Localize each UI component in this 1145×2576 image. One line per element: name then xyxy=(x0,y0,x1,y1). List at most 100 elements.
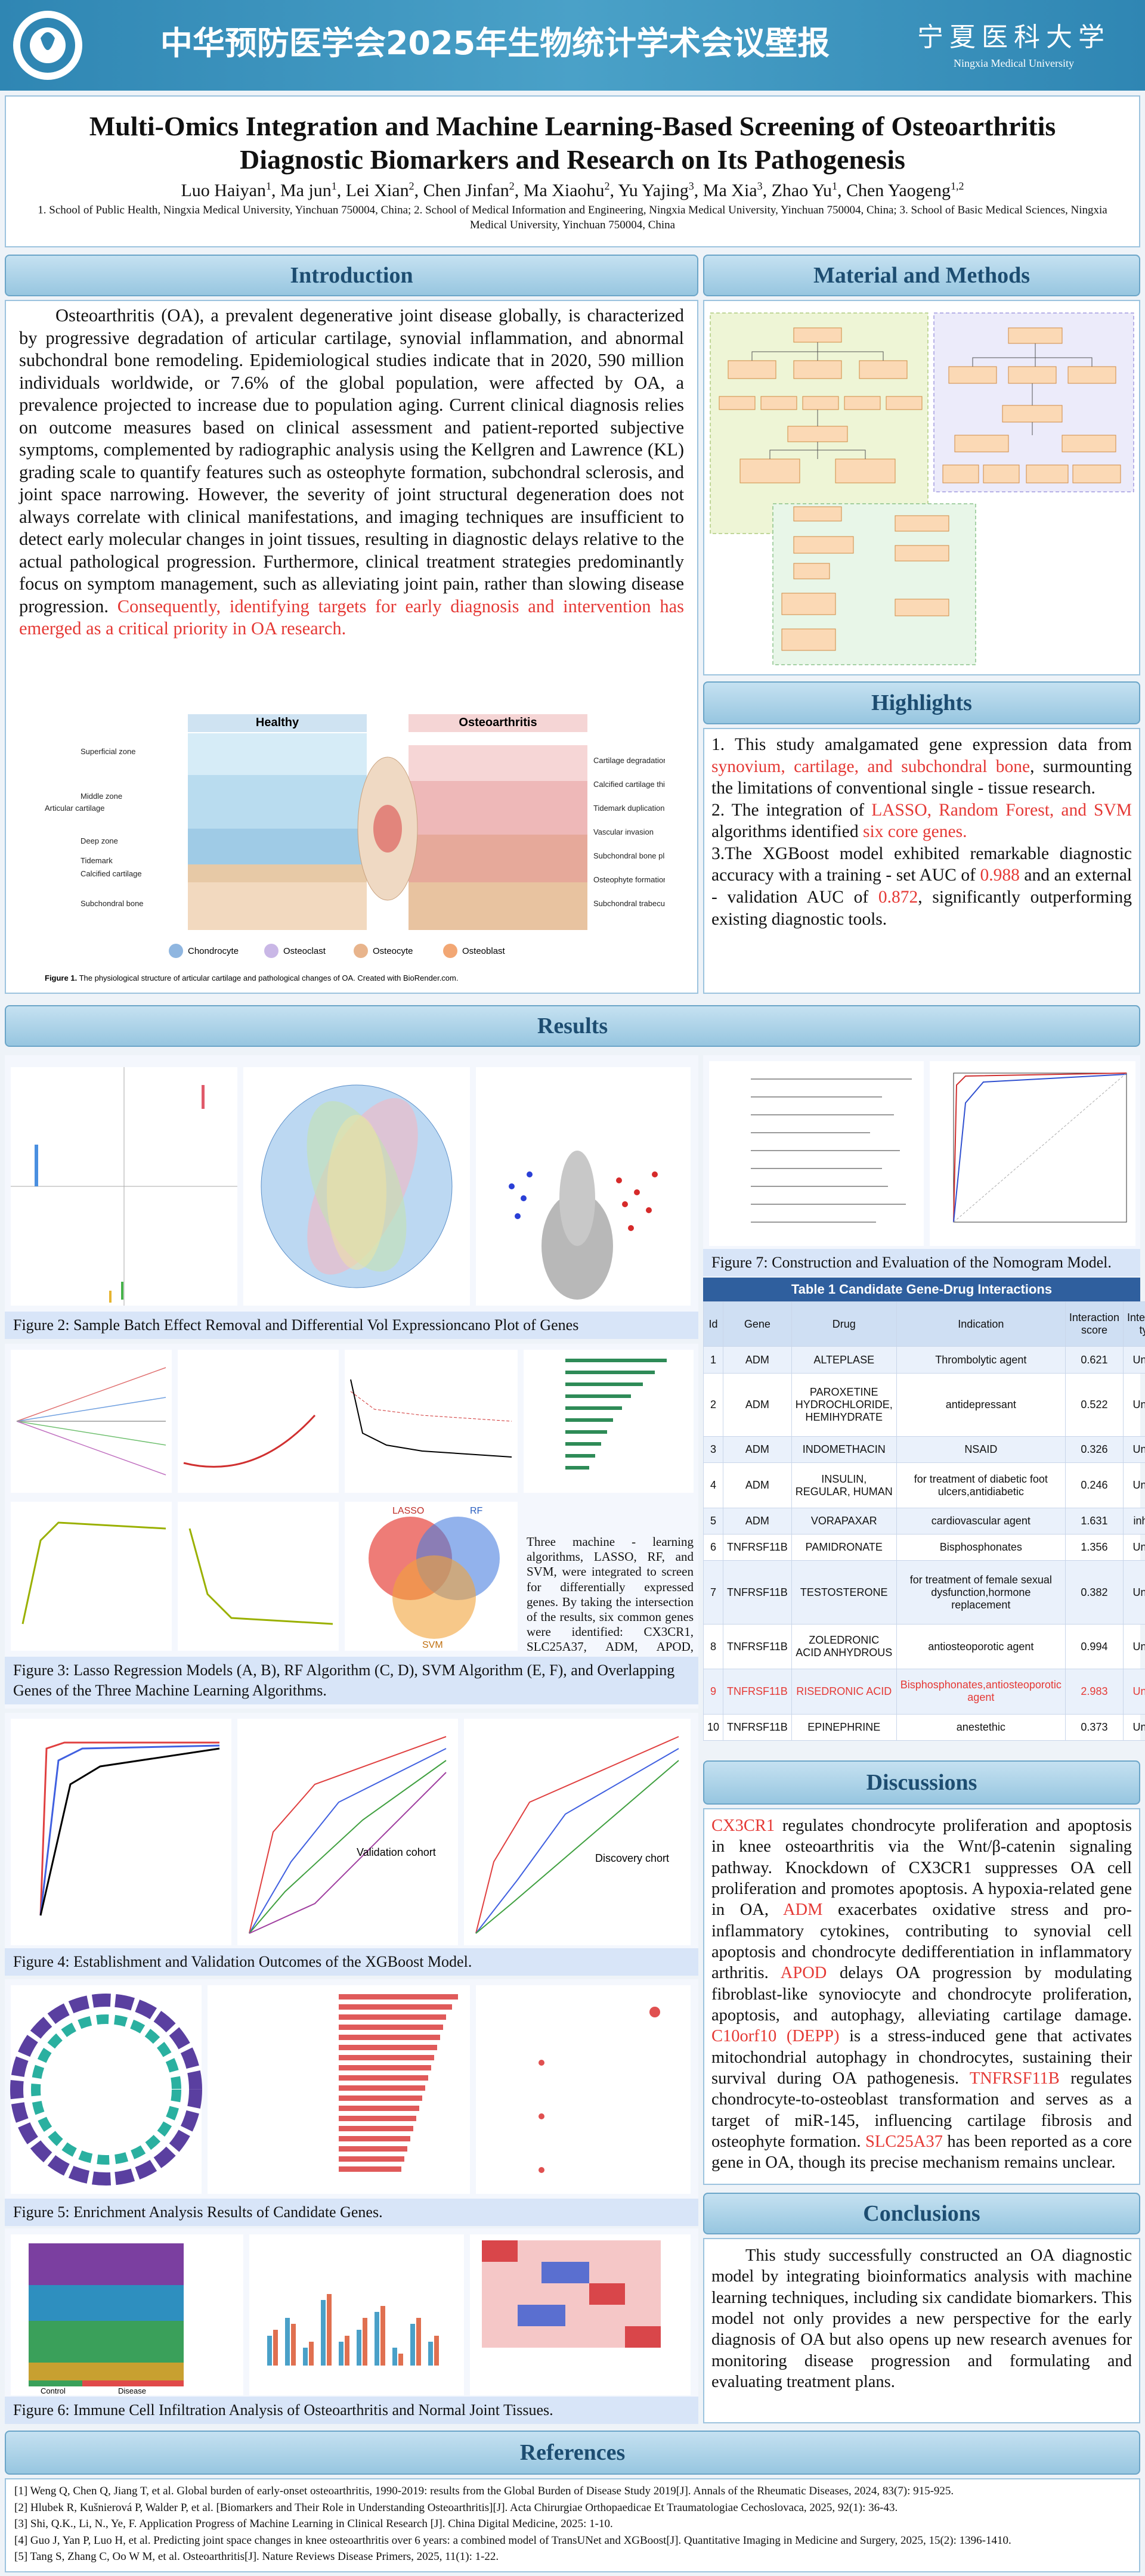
highlight-item: 1. This study amalgamated gene expressio… xyxy=(711,734,1132,799)
text-run: regulates chondrocyte-to-osteoblast tran… xyxy=(711,2069,1132,2151)
emphasis-text: ADM xyxy=(782,1901,823,1920)
emphasis-text: APOD xyxy=(780,1964,827,1983)
affiliations: 1. School of Public Health, Ningxia Medi… xyxy=(38,204,1107,231)
column-header: Drug xyxy=(791,1301,897,1347)
section-heading: Discussions xyxy=(703,1760,1140,1805)
text-run: delays OA progression by modulating fibr… xyxy=(711,1964,1132,2025)
author-affiliation: 3 xyxy=(688,180,694,193)
section-heading: Results xyxy=(5,1005,1140,1047)
table-cell: 0.621 xyxy=(1064,1346,1124,1374)
table-cell: Unknow xyxy=(1122,1669,1145,1715)
table-cell: PAROXETINE HYDROCHLORIDE, HEMIHYDRATE xyxy=(791,1372,897,1437)
table-cell: Unknow xyxy=(1122,1462,1145,1508)
table-row: 9 TNFRSF11B RISEDRONIC ACID Bisphosphonates… xyxy=(703,1669,1145,1715)
table-cell: 1.356 xyxy=(1064,1534,1124,1561)
figure-caption: Figure 7: Construction and Evaluation of… xyxy=(703,1249,1140,1276)
table-cell: ALTEPLASE xyxy=(791,1346,897,1374)
fig-label: Osteophyte formation xyxy=(593,875,665,884)
table-cell: INSULIN, REGULAR, HUMAN xyxy=(791,1462,897,1508)
table-cell: Unknow xyxy=(1122,1436,1145,1464)
author-affiliation: 1 xyxy=(831,180,837,193)
section-heading: Introduction xyxy=(5,255,698,296)
column-header: Indication xyxy=(896,1301,1066,1347)
fig-label: Middle zone xyxy=(81,792,122,801)
table-cell: 8 xyxy=(703,1623,724,1670)
figure-5: Figure 5: Enrichment Analysis Results of… xyxy=(5,1979,698,2226)
figure-4: Validation cohort Discovery chort Figure… xyxy=(5,1713,698,1976)
methods-panel xyxy=(703,300,1140,675)
section-heading: Conclusions xyxy=(703,2193,1140,2234)
table-cell: antiosteoporotic agent xyxy=(896,1623,1066,1670)
table-cell: Unknow xyxy=(1122,1534,1145,1561)
reference: [2] Hlubek R, Kušnierová P, Walder P, et… xyxy=(14,2501,898,2514)
table-cell: Unknow xyxy=(1122,1623,1145,1670)
intro-paragraph: Osteoarthritis (OA), a prevalent degener… xyxy=(6,301,697,644)
table-cell: EPINEPHRINE xyxy=(791,1713,897,1741)
table: Id Gene Drug Indication Interaction score Int… xyxy=(703,1301,1145,1741)
emphasis-text: LASSO, Random Forest, and SVM xyxy=(871,800,1132,820)
table-row: 5 ADM VORAPAXAR cardiovascular agent 1.631 in… xyxy=(703,1507,1145,1535)
figure-note: Three machine - learning algorithms, LAS… xyxy=(527,1535,694,1669)
discussion-paragraph: CX3CR1 regulates chondrocyte proliferati… xyxy=(703,1808,1140,2185)
table-cell: 0.326 xyxy=(1064,1436,1124,1464)
author: Lei Xian2, xyxy=(345,180,423,201)
author: Chen Yaogeng1,2 xyxy=(846,180,964,201)
table-cell: antidepressant xyxy=(896,1372,1066,1437)
fig-label: Tidemark duplication xyxy=(593,804,664,813)
table-cell: 0.373 xyxy=(1064,1713,1124,1741)
table-cell: 2.983 xyxy=(1064,1669,1124,1715)
table-cell: TNFRSF11B xyxy=(723,1669,792,1715)
venn-label: RF xyxy=(470,1506,483,1516)
legend-label: Chondrocyte xyxy=(188,946,239,956)
table-row: 8 TNFRSF11B ZOLEDRONIC ACID ANHYDROUS antio… xyxy=(703,1623,1145,1670)
author-affiliation: 1 xyxy=(265,180,271,193)
emphasis-text: C10orf10 (DEPP) xyxy=(711,2027,840,2046)
university-en: Ningxia Medical University xyxy=(954,57,1074,69)
fig-label: Articular cartilage xyxy=(45,804,104,813)
table-cell: 6 xyxy=(703,1534,724,1561)
table-cell: for treatment of female sexual dysfuncti… xyxy=(896,1560,1066,1625)
table-cell: INDOMETHACIN xyxy=(791,1436,897,1464)
table-cell: Bisphosphonates,antiosteoporotic agent xyxy=(896,1669,1066,1715)
fig-label: Healthy xyxy=(256,716,299,729)
author-affiliation: 2 xyxy=(409,180,414,193)
table-cell: 1.631 xyxy=(1064,1507,1124,1535)
emphasis-text: synovium, cartilage, and subchondral bon… xyxy=(711,757,1030,776)
text-run: algorithms identified xyxy=(711,822,863,842)
author-name: Ma Xiaohu xyxy=(523,181,605,201)
caption-text: The physiological structure of articular… xyxy=(79,974,459,982)
figure-caption: Figure 3: Lasso Regression Models (A, B)… xyxy=(5,1657,698,1704)
header-bar: 中华预防医学会2025年生物统计学术会议壁报 宁夏医科大学 Ningxia Me… xyxy=(0,0,1145,91)
text-run: 2. The integration of xyxy=(711,800,872,820)
figure-caption: Figure 4: Establishment and Validation O… xyxy=(5,1948,698,1976)
author-name: Chen Yaogeng xyxy=(846,181,951,201)
author: Ma Xiaohu2, xyxy=(523,180,618,201)
table-title: Table 1 Candidate Gene-Drug Interactions xyxy=(703,1278,1140,1301)
figure-7-graphic xyxy=(709,1061,1135,1246)
figure-caption: Figure 5: Enrichment Analysis Results of… xyxy=(5,2199,698,2226)
column-header: Id xyxy=(703,1301,724,1347)
figure-7: Figure 7: Construction and Evaluation of… xyxy=(703,1055,1140,1276)
legend-label: Osteoblast xyxy=(462,946,506,956)
text-run: exacerbates oxidative stress and pro-inf… xyxy=(711,1901,1132,1983)
table-row: 7 TNFRSF11B TESTOSTERONE for treatment of f… xyxy=(703,1560,1145,1625)
reference: [1] Weng Q, Chen Q, Jiang T, et al. Glob… xyxy=(14,2485,954,2497)
emphasis-text: TNFRSF11B xyxy=(969,2069,1060,2088)
author: Chen Jinfan2, xyxy=(423,180,524,201)
table-cell: 0.382 xyxy=(1064,1560,1124,1625)
emphasis-text: 0.988 xyxy=(980,866,1020,885)
author-name: Ma jun xyxy=(280,181,332,201)
figure-caption: Figure 1. The physiological structure of… xyxy=(45,974,458,982)
emphasis-text: SLC25A37 xyxy=(865,2132,943,2151)
table-cell: TNFRSF11B xyxy=(723,1560,792,1625)
emphasis-text: 0.872 xyxy=(878,888,918,907)
author-affiliation: 3 xyxy=(757,180,763,193)
table-cell: 0.522 xyxy=(1064,1372,1124,1437)
text-run: Osteoarthritis (OA), a prevalent degener… xyxy=(19,305,684,616)
author-affiliation: 1 xyxy=(331,180,337,193)
table-cell: TNFRSF11B xyxy=(723,1534,792,1561)
author-affiliation: 2 xyxy=(509,180,515,193)
emphasis-text: CX3CR1 xyxy=(711,1816,775,1835)
figure-1-graphic: Healthy Osteoarthritis Superficial zone … xyxy=(45,714,716,982)
